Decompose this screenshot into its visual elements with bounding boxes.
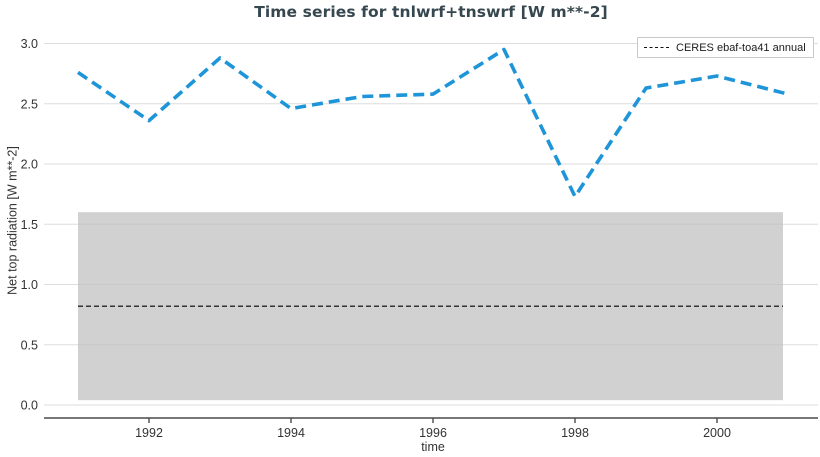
legend-label: CERES ebaf-toa41 annual [676,41,806,54]
y-tick-label: 0.5 [21,338,38,352]
x-tick-label: 1992 [135,426,163,440]
legend: CERES ebaf-toa41 annual [637,37,814,58]
series-line [76,47,789,199]
x-tick-label: 1998 [561,426,589,440]
y-tick-label: 1.5 [21,218,38,232]
y-tick-label: 1.0 [21,278,38,292]
dashed-line-swatch [644,47,669,48]
x-tick-label: 1996 [419,426,447,440]
y-tick-label: 2.0 [21,158,38,172]
chart-title: Time series for tnlwrf+tnswrf [W m**-2] [254,3,608,21]
y-tick-label: 0.0 [21,399,38,413]
y-tick-label: 3.0 [21,37,38,51]
x-tick-label: 1994 [277,426,305,440]
x-axis-label: time [421,440,445,454]
x-tick-label: 2000 [703,426,731,440]
y-tick-label: 2.5 [21,97,38,111]
